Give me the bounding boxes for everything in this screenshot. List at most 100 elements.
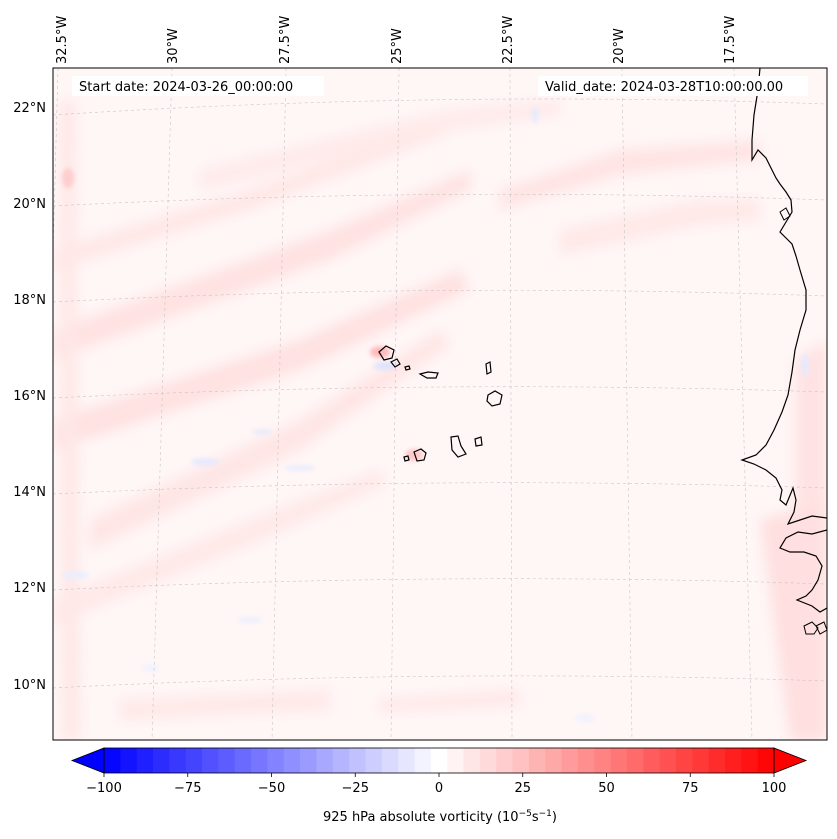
colorbar-tick-label: −25 [342,781,369,796]
african-coastline-south [779,529,827,613]
colorbar-label-suffix: ) [552,810,557,825]
lon-label-22-5w: 22.5°W [501,16,516,64]
island-santa-luzia [404,365,411,371]
colorbar-tick-label: 0 [435,781,443,796]
latitude-labels: 22°N 20°N 18°N 16°N 14°N 12°N 10°N [13,101,46,693]
colorbar-cell [545,748,563,773]
lat-label-20n: 20°N [13,197,46,212]
colorbar-cell [659,748,677,773]
colorbar-cell [692,748,710,773]
lat-line-20n [53,193,827,207]
colorbar-cell [365,748,383,773]
colorbar-cell [300,748,318,773]
lat-label-14n: 14°N [13,485,46,500]
island-santiago [450,435,467,458]
lon-label-27-5w: 27.5°W [278,16,293,64]
colorbar-cell [496,748,514,773]
colorbar-cells [104,748,775,773]
colorbar-cell [561,748,579,773]
lon-line-20w [621,68,633,740]
colorbar-tick-label: −50 [258,781,285,796]
lat-line-18n [53,289,827,303]
colorbar-tick-label: −75 [174,781,201,796]
colorbar-label-exp1: −5 [519,809,532,819]
lon-label-17-5w: 17.5°W [723,16,738,64]
colorbar-cell [479,748,497,773]
colorbar-label-prefix: 925 hPa absolute vorticity (10 [323,810,519,825]
island-sao-vicente [390,358,401,368]
island-fogo [413,448,427,462]
lon-line-30w [151,68,173,740]
colorbar-tick-label: 100 [762,781,787,796]
colorbar-cell [381,748,399,773]
graticule [53,68,827,740]
colorbar-tick-label: 50 [598,781,615,796]
colorbar-tick-label: 75 [682,781,699,796]
lon-label-30w: 30°W [166,28,181,64]
island-maio [474,436,483,447]
island-sal [485,361,492,375]
colorbar-cell [610,748,628,773]
lat-label-22n: 22°N [13,101,46,116]
lon-line-25w [390,68,400,740]
colorbar-cell [104,748,121,773]
colorbar-min-arrow [70,747,105,774]
colorbar-tick-label: −100 [86,781,122,796]
map-panel: Start date: 2024-03-26_00:00:00 Valid_da… [53,68,827,740]
colorbar-cell [120,748,138,773]
colorbar-cell [643,748,661,773]
lat-label-12n: 12°N [13,581,46,596]
colorbar-cell [577,748,595,773]
colorbar-cell [218,748,236,773]
colorbar-cell [708,748,726,773]
colorbar-cell [283,748,301,773]
colorbar-cell [251,748,269,773]
lat-label-10n: 10°N [13,678,46,693]
vorticity-field [53,100,827,740]
island-brava [403,455,410,462]
colorbar-cell [447,748,465,773]
coastal-islands-guinea [803,621,827,635]
lat-line-14n [53,482,827,495]
colorbar-cell [202,748,219,773]
colorbar-cell [349,748,367,773]
colorbar-cell [741,748,759,773]
cabo-verde-islands [378,345,503,462]
colorbar-cell [512,748,530,773]
colorbar-cell [594,748,612,773]
colorbar-ticks: −100 −75 −50 −25 0 25 50 75 100 [86,773,786,796]
island-santo-antao [378,345,395,361]
lat-label-18n: 18°N [13,293,46,308]
colorbar-cell [267,748,285,773]
island-sao-nicolau [418,371,439,379]
lon-line-27-5w [271,68,287,740]
colorbar-max-arrow [773,747,808,774]
colorbar-cell [234,748,252,773]
colorbar-cell [185,748,203,773]
lon-line-22-5w [509,68,513,740]
valid-date-box [538,76,808,96]
lat-label-16n: 16°N [13,389,46,404]
colorbar-cell [528,748,546,773]
colorbar-cell [169,748,187,773]
start-date-label: Start date: 2024-03-26_00:00:00 [79,80,293,95]
lat-line-22n [53,98,827,116]
lon-label-20w: 20°W [612,28,627,64]
colorbar-cell [626,748,644,773]
colorbar-cell [153,748,170,773]
valid-date-label: Valid_date: 2024-03-28T10:00:00.00 [545,80,783,95]
lon-line-17-5w [733,68,753,740]
colorbar-cell [724,748,742,773]
colorbar: −100 −75 −50 −25 0 25 50 75 100 925 hPa absolute… [70,747,808,825]
lon-label-32-5w: 32.5°W [55,16,70,64]
colorbar-cell [463,748,481,773]
colorbar-label-mid: s [532,810,539,825]
island-boa-vista [486,390,503,407]
lat-line-16n [53,386,827,399]
lat-line-12n [53,578,827,591]
african-coastline [740,68,827,526]
colorbar-cell [332,748,350,773]
lon-label-25w: 25°W [390,28,405,64]
colorbar-cell [316,748,334,773]
